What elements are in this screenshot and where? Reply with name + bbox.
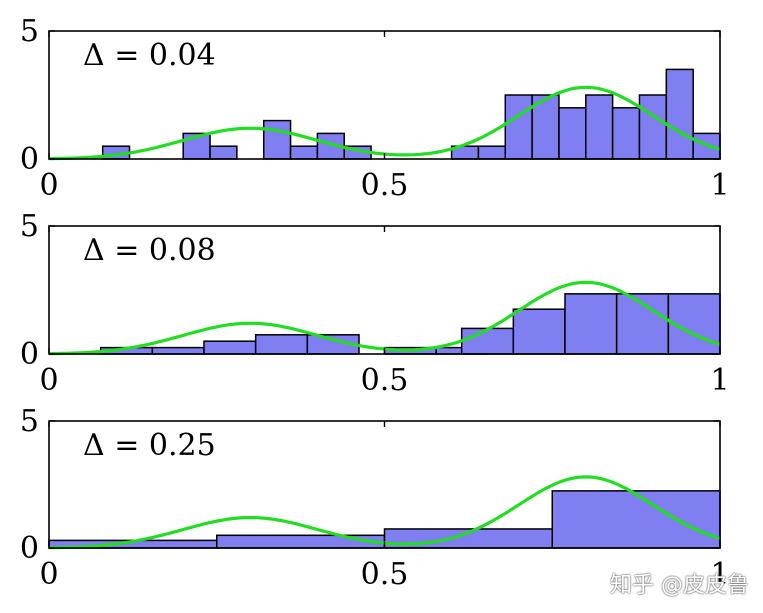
histogram-bar [512,308,566,355]
y-tick-label: 0 [20,531,39,566]
x-tick-label: 1 [710,168,729,203]
x-tick-label: 0.5 [361,363,409,398]
histogram-bar [551,490,721,549]
x-tick-label: 0.5 [361,168,409,203]
x-tick-label: 0 [39,557,58,592]
histogram-bar [665,68,694,160]
histogram-bar [611,107,641,160]
x-tick-label: 0 [39,363,58,398]
histogram-bar [203,340,257,355]
histogram-bar [585,94,614,160]
watermark: 知乎 @皮皮鲁 [610,573,749,598]
delta-annotation: Δ = 0.25 [83,428,216,463]
y-tick-label: 0 [20,142,39,177]
histogram-bar [638,94,668,160]
delta-annotation: Δ = 0.04 [83,38,216,73]
histogram-bar [216,534,386,549]
histogram-bar [460,327,515,355]
histogram-bar [558,107,587,160]
histogram-bar [151,346,205,355]
histogram-bar [504,94,533,160]
histogram-bar [564,293,618,355]
x-tick-label: 0.5 [361,557,409,592]
x-tick-label: 0 [39,168,58,203]
histogram-bar [254,334,309,355]
histogram-bar [477,145,507,160]
histogram-bar [209,145,238,160]
panel-1: 0 0.5 1 0 5 Δ = 0.04 [20,14,730,203]
y-tick-label: 5 [20,209,39,244]
panel-3: 0 0.5 1 0 5 Δ = 0.25 [20,404,730,592]
histogram-bar [262,119,292,160]
x-tick-label: 1 [710,557,729,592]
y-tick-label: 0 [20,337,39,372]
histogram-bar [289,145,319,160]
delta-annotation: Δ = 0.08 [83,233,216,268]
panel-2: 0 0.5 1 0 5 Δ = 0.08 [20,209,730,398]
x-tick-label: 1 [710,363,729,398]
y-tick-label: 5 [20,404,39,439]
y-tick-label: 5 [20,14,39,49]
